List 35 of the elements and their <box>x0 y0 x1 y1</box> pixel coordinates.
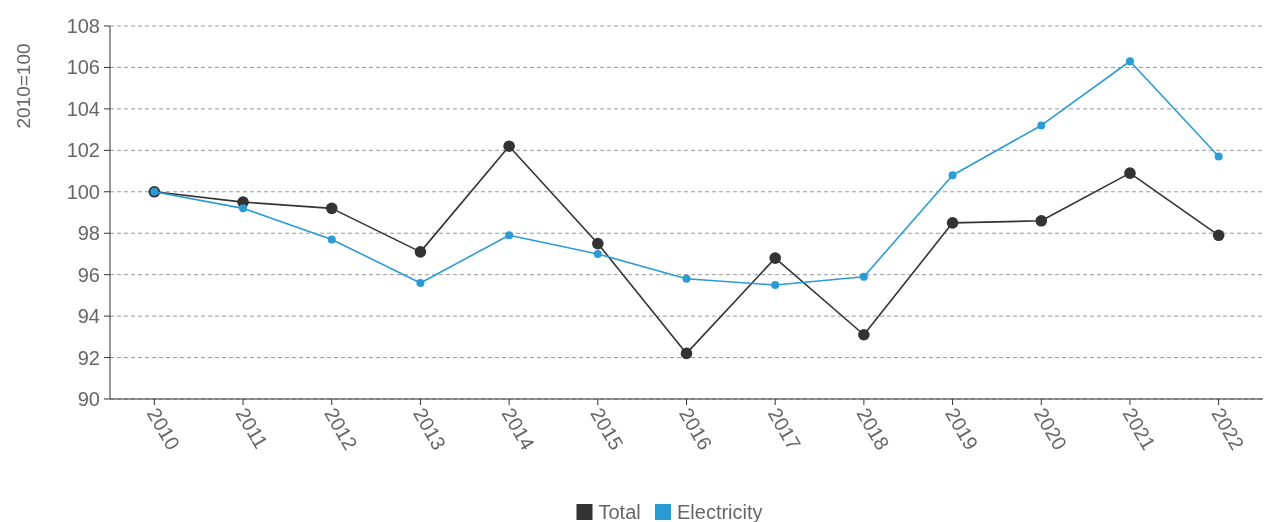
point <box>858 328 870 341</box>
point <box>505 231 514 240</box>
point <box>1037 121 1046 130</box>
y-tick-label: 94 <box>77 305 100 328</box>
point <box>682 274 691 283</box>
y-tick-label: 104 <box>66 97 100 120</box>
point <box>1212 229 1225 242</box>
y-tick-label: 90 <box>77 388 100 410</box>
point <box>414 246 427 258</box>
point <box>769 252 781 264</box>
y-tick-label: 92 <box>77 346 100 369</box>
point <box>1214 152 1223 161</box>
point <box>1035 214 1048 227</box>
point <box>680 347 693 360</box>
point <box>239 204 248 213</box>
y-tick-label: 102 <box>66 139 100 162</box>
y-tick-label: 98 <box>77 222 100 245</box>
point <box>503 140 515 152</box>
point <box>771 281 780 290</box>
point <box>859 272 868 281</box>
point <box>948 171 957 180</box>
point <box>593 249 602 258</box>
y-tick-label: 100 <box>66 180 100 203</box>
y-axis-title: 2010=100 <box>13 43 34 129</box>
point <box>325 202 338 215</box>
point <box>946 217 959 229</box>
point <box>327 235 336 244</box>
legend-label: Total <box>598 501 641 522</box>
point <box>416 278 425 287</box>
point <box>592 237 604 250</box>
y-tick-label: 96 <box>77 263 100 286</box>
y-tick-label: 108 <box>66 15 100 37</box>
point <box>1125 57 1134 66</box>
point <box>1124 167 1136 179</box>
y-tick-label: 106 <box>66 56 100 79</box>
